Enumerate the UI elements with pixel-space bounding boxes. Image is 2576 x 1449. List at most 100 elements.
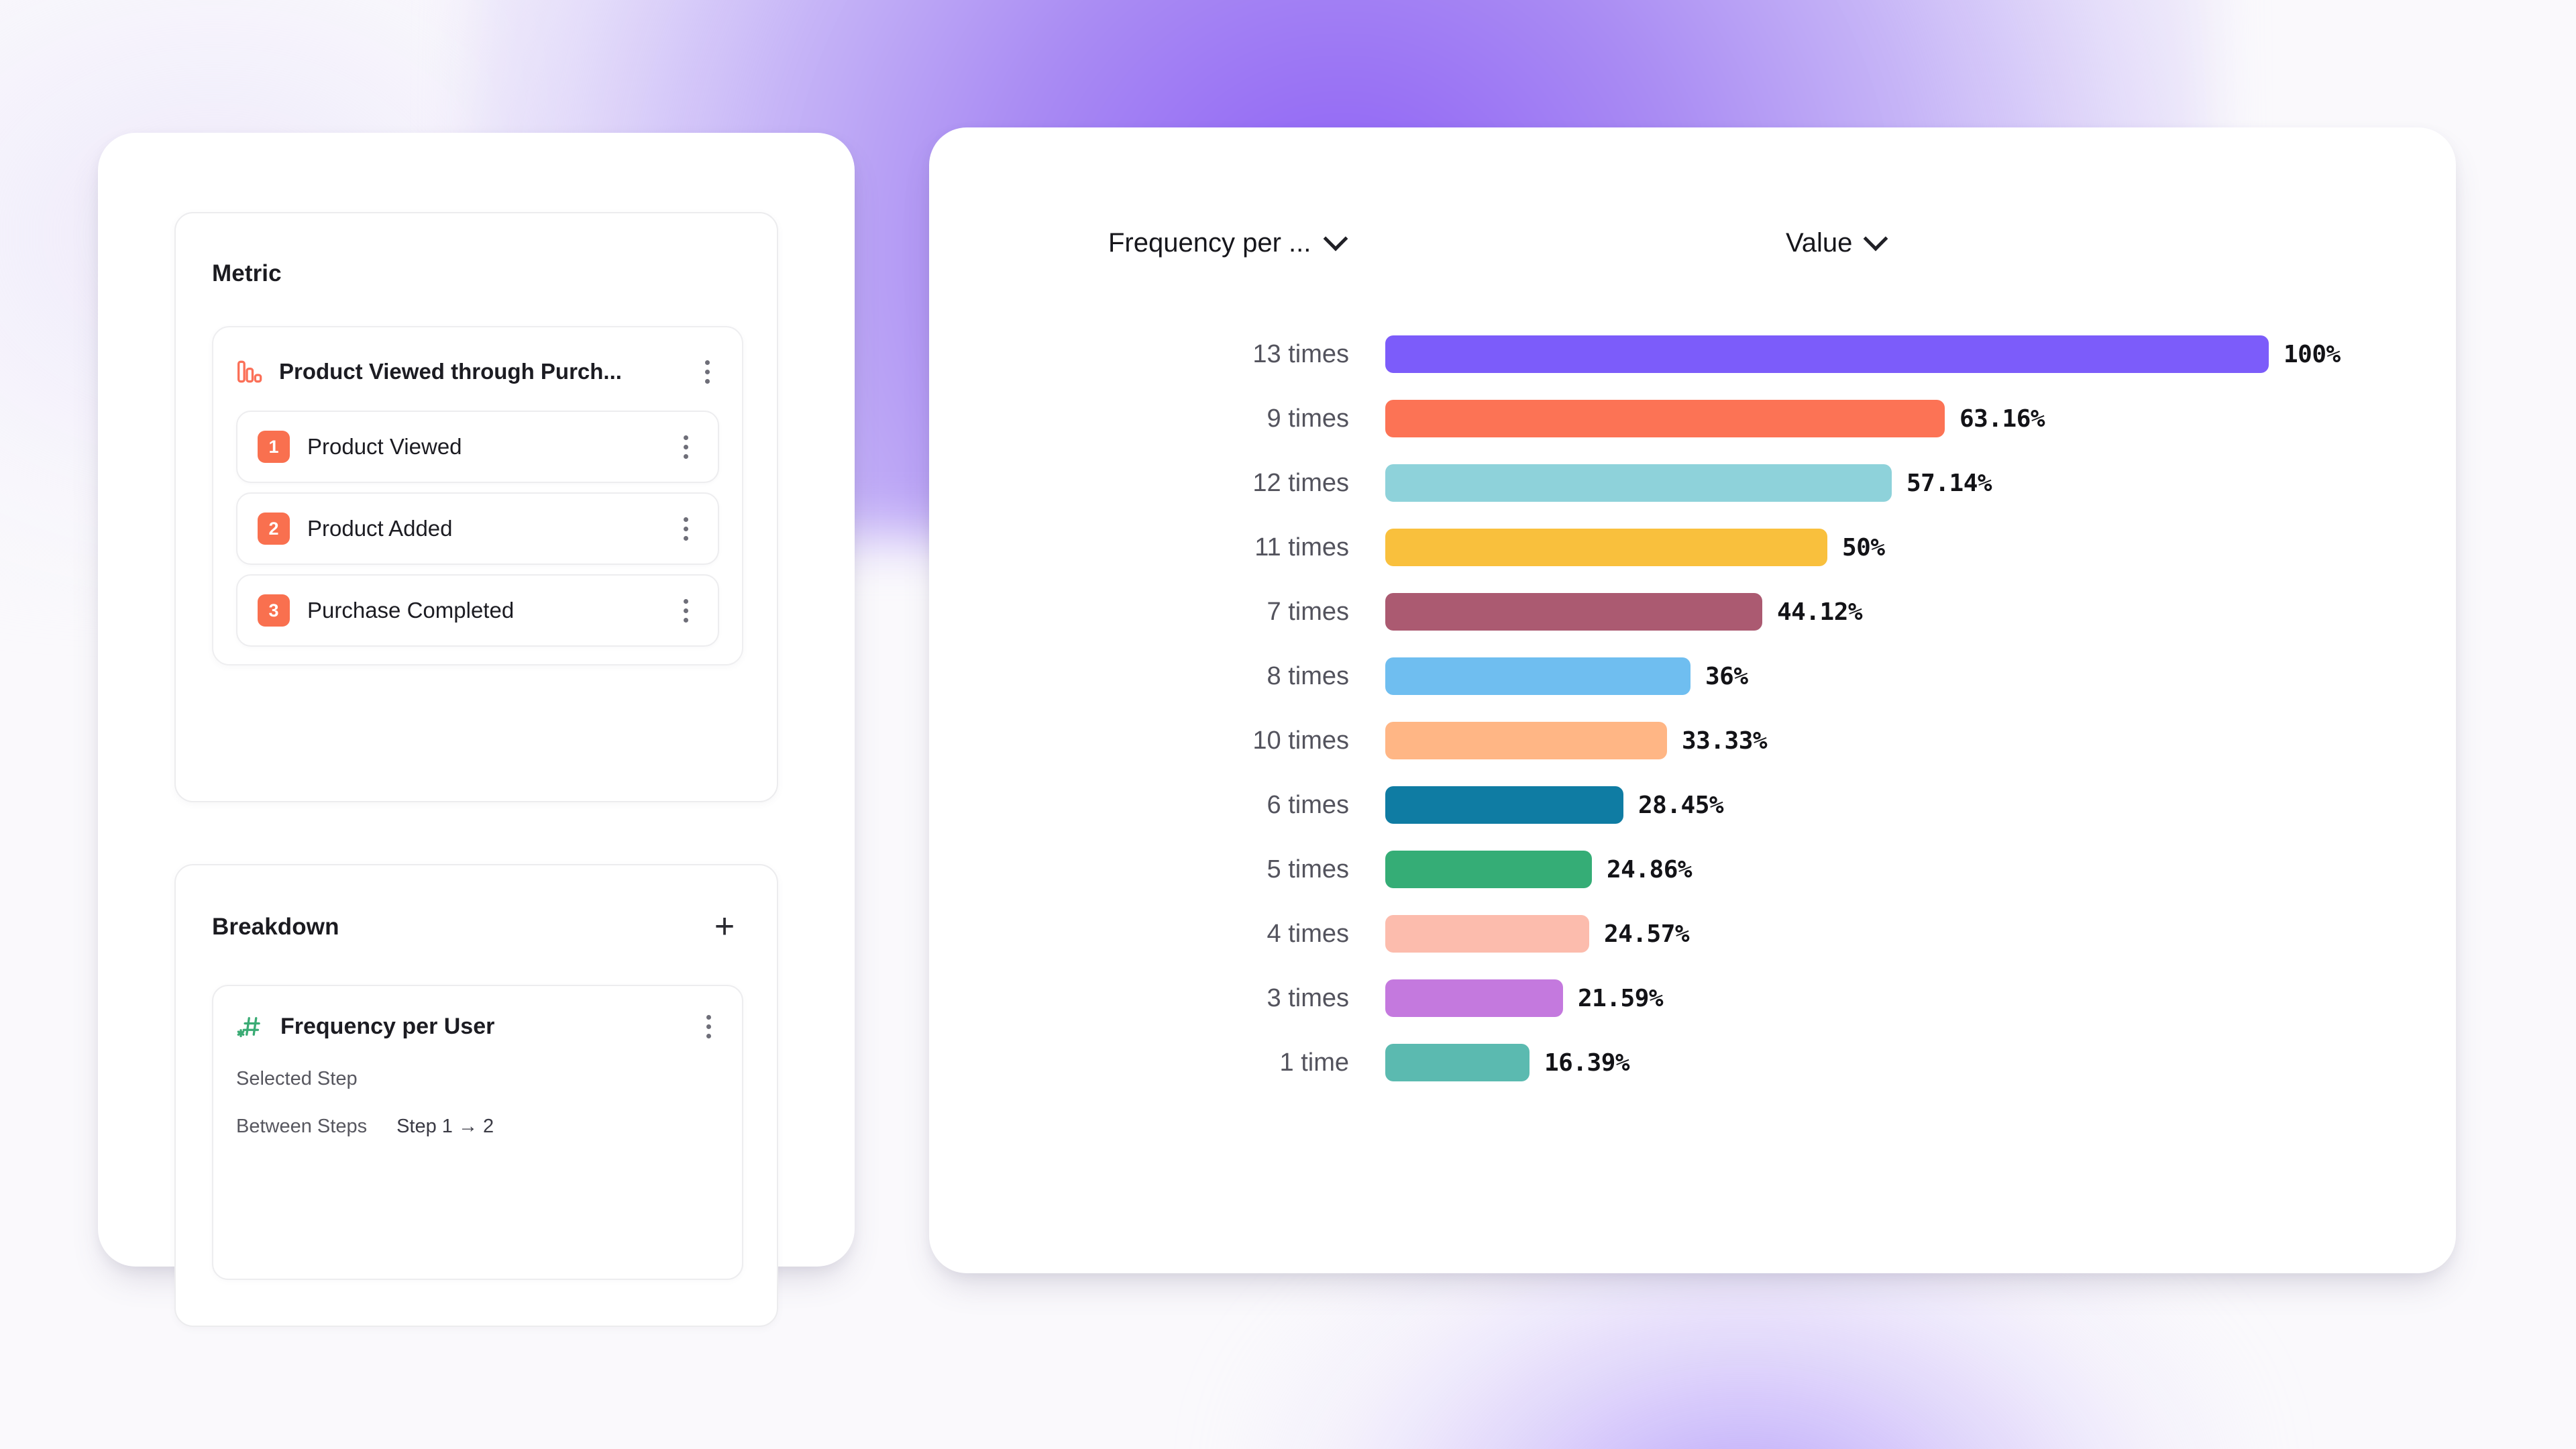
bar-segment[interactable] [1385, 915, 1589, 953]
bar-segment[interactable] [1385, 722, 1667, 759]
bar-segment[interactable] [1385, 529, 1827, 566]
plus-icon[interactable]: + [714, 907, 735, 947]
breakdown-item-name: Frequency per User [280, 1013, 495, 1039]
bar-segment[interactable] [1385, 851, 1592, 888]
bar-value-label: 24.57% [1604, 920, 1690, 948]
selected-step-label: Selected Step [236, 1068, 358, 1089]
step-number-badge: 2 [258, 513, 290, 545]
bar-value-label: 50% [1842, 533, 1885, 561]
breakdown-item[interactable]: Frequency per User Selected Step Between… [212, 985, 743, 1280]
breakdown-card-title: Breakdown [212, 914, 339, 940]
bar-chart-row[interactable]: 13 times 100% [929, 322, 2456, 386]
funnel-step-row[interactable]: 1 Product Viewed [236, 411, 719, 483]
bar-chart-row[interactable]: 4 times 24.57% [929, 902, 2456, 966]
breakdown-card: Breakdown + Frequency per User [174, 864, 778, 1327]
bar-value-label: 24.86% [1607, 855, 1693, 883]
step-label: Product Added [307, 516, 453, 541]
bar-and-value: 24.86% [1385, 851, 1693, 888]
step-number-badge: 1 [258, 431, 290, 463]
dimension-selector[interactable]: Frequency per ... [1108, 226, 1348, 258]
bar-category-label: 9 times [1267, 404, 1349, 433]
bar-category-label: 3 times [1267, 983, 1349, 1012]
funnel-step-row[interactable]: 3 Purchase Completed [236, 574, 719, 647]
bar-segment[interactable] [1385, 786, 1623, 824]
value-label: Value [1786, 228, 1853, 258]
bar-and-value: 50% [1385, 529, 1885, 566]
metric-card-title: Metric [212, 260, 282, 286]
bar-value-label: 28.45% [1638, 791, 1724, 819]
bar-category-label: 11 times [1254, 533, 1349, 561]
bar-chart-row[interactable]: 1 time 16.39% [929, 1030, 2456, 1095]
bar-and-value: 28.45% [1385, 786, 1724, 824]
step-number-badge: 3 [258, 594, 290, 627]
selected-step-row[interactable]: Selected Step [236, 1068, 719, 1090]
funnel-header-row[interactable]: Product Viewed through Purch... [213, 342, 742, 401]
bar-chart-row[interactable]: 9 times 63.16% [929, 386, 2456, 451]
bar-segment[interactable] [1385, 1044, 1529, 1081]
bar-value-label: 63.16% [1960, 405, 2045, 433]
bar-chart-row[interactable]: 12 times 57.14% [929, 451, 2456, 515]
between-steps-label: Between Steps [236, 1116, 368, 1137]
between-steps-row[interactable]: Between Steps Step 1 → 2 [236, 1116, 719, 1138]
bar-chart-row[interactable]: 10 times 33.33% [929, 708, 2456, 773]
chart-panel: Frequency per ... Value 13 times 100% 9 ti… [929, 127, 2456, 1273]
bar-segment[interactable] [1385, 979, 1563, 1017]
chevron-down-icon [1863, 226, 1888, 251]
chart-header: Frequency per ... Value [929, 226, 2456, 288]
chevron-down-icon [1323, 226, 1348, 251]
bar-category-label: 13 times [1252, 339, 1349, 368]
bar-value-label: 21.59% [1578, 984, 1664, 1012]
bar-chart-row[interactable]: 5 times 24.86% [929, 837, 2456, 902]
metric-card-header: Metric [212, 260, 282, 287]
bar-category-label: 10 times [1252, 726, 1349, 755]
bar-and-value: 24.57% [1385, 915, 1690, 953]
hash-number-icon [236, 1012, 264, 1040]
bar-segment[interactable] [1385, 593, 1762, 631]
bar-and-value: 33.33% [1385, 722, 1768, 759]
bar-category-label: 8 times [1267, 661, 1349, 690]
bar-chart-row[interactable]: 3 times 21.59% [929, 966, 2456, 1030]
bar-category-label: 7 times [1267, 597, 1349, 626]
bar-value-label: 57.14% [1907, 469, 1992, 497]
bar-value-label: 36% [1705, 662, 1748, 690]
value-selector[interactable]: Value [1786, 226, 1888, 258]
funnel-step-row[interactable]: 2 Product Added [236, 492, 719, 565]
bar-category-label: 12 times [1252, 468, 1349, 497]
bar-and-value: 36% [1385, 657, 1748, 695]
kebab-menu-icon[interactable] [694, 1009, 723, 1044]
metric-card: Metric Product Viewed through Purch... [174, 212, 778, 802]
bar-chart-icon [236, 358, 263, 385]
bar-segment[interactable] [1385, 335, 2269, 373]
kebab-menu-icon[interactable] [671, 429, 700, 464]
kebab-menu-icon[interactable] [671, 593, 700, 628]
breakdown-item-header: Frequency per User [213, 986, 742, 1044]
bar-and-value: 63.16% [1385, 400, 2045, 437]
bar-value-label: 44.12% [1777, 598, 1863, 626]
breakdown-item-meta: Selected Step Between Steps Step 1 → 2 [213, 1068, 742, 1138]
bar-and-value: 57.14% [1385, 464, 1992, 502]
breakdown-card-header: Breakdown + [212, 907, 742, 947]
bar-segment[interactable] [1385, 464, 1892, 502]
bar-and-value: 21.59% [1385, 979, 1664, 1017]
bar-category-label: 6 times [1267, 790, 1349, 819]
kebab-menu-icon[interactable] [692, 354, 722, 389]
bar-segment[interactable] [1385, 400, 1945, 437]
bar-segment[interactable] [1385, 657, 1690, 695]
kebab-menu-icon[interactable] [671, 511, 700, 546]
bar-category-label: 4 times [1267, 919, 1349, 948]
dimension-label: Frequency per ... [1108, 228, 1311, 258]
bar-value-label: 100% [2284, 340, 2341, 368]
between-steps-value: Step 1 → 2 [396, 1116, 494, 1137]
funnel-name: Product Viewed through Purch... [279, 359, 622, 384]
bar-chart-row[interactable]: 6 times 28.45% [929, 773, 2456, 837]
funnel-definition-block: Product Viewed through Purch... 1 Produc… [212, 326, 743, 665]
bar-chart-row[interactable]: 7 times 44.12% [929, 580, 2456, 644]
bar-chart-row[interactable]: 8 times 36% [929, 644, 2456, 708]
bar-chart-row[interactable]: 11 times 50% [929, 515, 2456, 580]
bar-and-value: 100% [1385, 335, 2341, 373]
bar-and-value: 44.12% [1385, 593, 1863, 631]
bar-value-label: 16.39% [1544, 1049, 1630, 1077]
step-label: Purchase Completed [307, 598, 515, 623]
bar-category-label: 5 times [1267, 855, 1349, 883]
